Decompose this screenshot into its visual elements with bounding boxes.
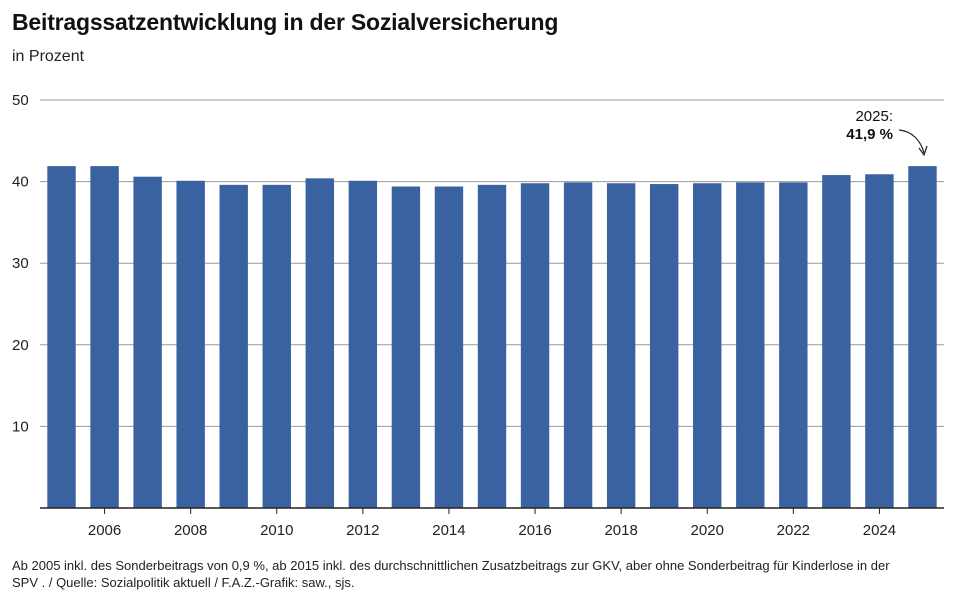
bar-2017 [563,182,593,508]
x-axis-ticks: 2006 2008 2010 2012 2014 2016 2018 2020 2022 2024 [88,508,896,539]
x-tick-label: 2014 [432,522,465,539]
bar-2005 [47,166,76,508]
bar-2021 [736,182,765,508]
x-tick-label: 2012 [346,522,379,539]
bar-2012 [348,180,378,508]
y-tick-label: 40 [12,174,29,191]
bar-2014 [434,186,464,508]
x-tick-label: 2006 [88,522,121,539]
bar-2013 [391,186,421,508]
y-tick-label: 50 [12,92,29,109]
bar-2018 [606,183,636,508]
y-tick-label: 30 [12,255,29,272]
annotation-year: 2025: [855,108,893,125]
footnote-line-1: Ab 2005 inkl. des Sonderbeitrags von 0,9… [12,558,890,573]
bar-2009 [219,184,248,508]
y-tick-label: 20 [12,337,29,354]
bar-2020 [693,183,722,508]
x-tick-label: 2010 [260,522,293,539]
x-tick-label: 2016 [518,522,551,539]
bar-2022 [779,182,808,508]
annotation-2025: 2025: 41,9 % [846,108,928,157]
bar-2008 [176,180,205,508]
bars [47,166,937,509]
annotation-arrowhead [918,145,928,157]
y-axis-ticks: 10 20 30 40 50 [12,92,29,435]
bar-2024 [865,174,894,509]
bar-2011 [305,178,335,508]
bar-2010 [262,184,291,508]
x-tick-label: 2024 [863,522,896,539]
bar-2006 [90,166,119,508]
bar-2015 [477,184,507,508]
chart-title: Beitragssatzentwicklung in der Sozialver… [12,9,559,35]
x-tick-label: 2018 [604,522,637,539]
footnote-line-2: SPV . / Quelle: Sozialpolitik aktuell / … [12,575,355,590]
x-tick-label: 2008 [174,522,207,539]
y-tick-label: 10 [12,418,29,435]
bar-2007 [133,176,162,509]
annotation-value: 41,9 % [846,126,893,143]
chart-subtitle: in Prozent [12,48,85,65]
bar-2019 [649,184,679,508]
bar-2025 [908,166,937,508]
x-tick-label: 2022 [777,522,810,539]
bar-2023 [822,175,851,508]
annotation-arrow [898,129,925,154]
footnote: Ab 2005 inkl. des Sonderbeitrags von 0,9… [12,557,942,591]
bar-2016 [520,183,550,508]
x-tick-label: 2020 [691,522,724,539]
